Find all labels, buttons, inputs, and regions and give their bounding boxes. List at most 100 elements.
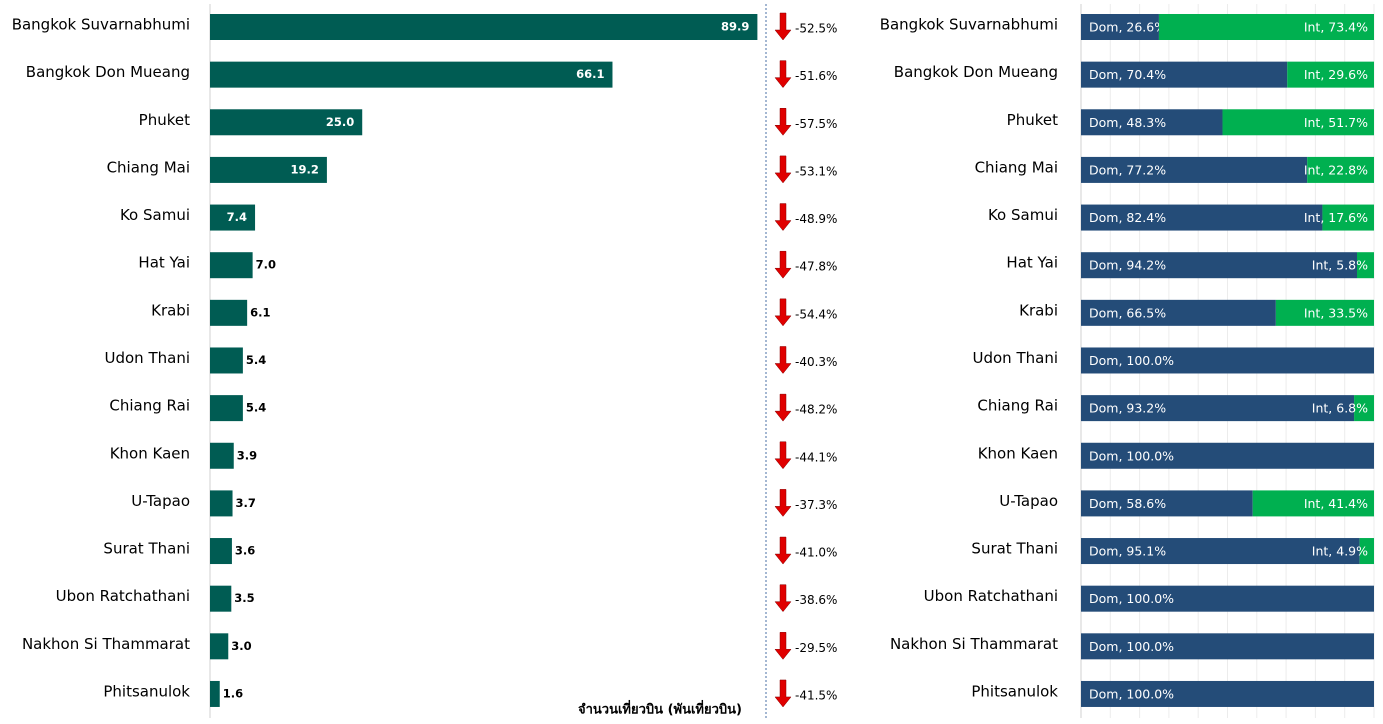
category-label: Krabi xyxy=(1019,301,1058,319)
bar-segment xyxy=(1081,680,1374,707)
bar-segment xyxy=(1307,156,1374,183)
bar-segment xyxy=(1081,395,1355,422)
category-label: Khon Kaen xyxy=(110,444,190,462)
category-label: Chiang Rai xyxy=(109,397,190,415)
change-label: -41.0% xyxy=(795,546,837,560)
category-label: Ubon Ratchathani xyxy=(924,587,1058,605)
segment-label: Dom, 77.2% xyxy=(1089,162,1166,177)
bar xyxy=(210,299,248,326)
change-arrow xyxy=(774,346,792,374)
change-label: -29.5% xyxy=(795,641,837,655)
bar-segment xyxy=(1158,14,1374,40)
change-label: -54.4% xyxy=(795,307,837,321)
bar xyxy=(210,395,243,422)
value-label: 25.0 xyxy=(326,115,354,129)
segment-label: Dom, 100.0% xyxy=(1089,353,1174,368)
segment-label: Dom, 70.4% xyxy=(1089,67,1166,82)
change-label: -47.8% xyxy=(795,260,837,274)
category-label: Bangkok Suvarnabhumi xyxy=(880,16,1058,34)
bar-segment xyxy=(1081,347,1374,374)
bar xyxy=(210,347,243,374)
category-label: Chiang Mai xyxy=(107,158,190,176)
segment-label: Dom, 66.5% xyxy=(1089,305,1166,320)
bar-segment xyxy=(1081,442,1374,469)
category-label: Nakhon Si Thammarat xyxy=(890,635,1058,653)
segment-label: Int, 41.4% xyxy=(1304,496,1368,511)
value-label: 89.9 xyxy=(721,20,749,34)
segment-label: Dom, 82.4% xyxy=(1089,210,1166,225)
segment-label: Int, 6.8% xyxy=(1312,401,1368,416)
category-label: Chiang Rai xyxy=(977,397,1058,415)
bar-segment xyxy=(1275,299,1374,326)
segment-label: Dom, 100.0% xyxy=(1089,591,1174,606)
segment-label: Int, 29.6% xyxy=(1304,67,1368,82)
change-arrow xyxy=(774,203,792,231)
segment-label: Dom, 100.0% xyxy=(1089,639,1174,654)
segment-label: Int, 51.7% xyxy=(1304,115,1368,130)
change-label: -57.5% xyxy=(795,117,837,131)
bar xyxy=(210,109,363,136)
segment-label: Dom, 48.3% xyxy=(1089,115,1166,130)
category-label: Bangkok Don Mueang xyxy=(26,63,190,81)
bar xyxy=(210,585,232,612)
change-arrow xyxy=(774,632,792,660)
segment-label: Int, 22.8% xyxy=(1304,162,1368,177)
category-label: Surat Thani xyxy=(971,540,1058,558)
value-label: 3.5 xyxy=(234,591,254,605)
category-label: Phitsanulok xyxy=(971,682,1058,700)
bar-segment xyxy=(1081,204,1323,231)
value-label: 7.0 xyxy=(256,258,276,272)
bar-segment xyxy=(1081,299,1276,326)
bar xyxy=(210,252,253,279)
bar-segment xyxy=(1081,14,1159,40)
bar xyxy=(210,538,232,565)
bar-segment xyxy=(1287,61,1374,88)
value-label: 5.4 xyxy=(246,353,266,367)
bar-segment xyxy=(1081,61,1288,88)
category-label: Nakhon Si Thammarat xyxy=(22,635,190,653)
bar xyxy=(210,680,220,707)
category-label: Hat Yai xyxy=(138,254,190,272)
category-label: Phuket xyxy=(1007,111,1058,129)
segment-label: Int, 73.4% xyxy=(1304,20,1368,35)
segment-label: Dom, 100.0% xyxy=(1089,686,1174,701)
bar-segment xyxy=(1081,585,1374,612)
change-arrow xyxy=(774,393,792,422)
bar xyxy=(210,14,758,40)
value-label: 66.1 xyxy=(576,67,604,81)
change-arrow xyxy=(774,489,792,517)
segment-label: Dom, 94.2% xyxy=(1089,258,1166,273)
change-label: -48.9% xyxy=(795,212,837,226)
bar-segment xyxy=(1081,252,1358,279)
value-label: 3.0 xyxy=(231,639,251,653)
segment-label: Int, 17.6% xyxy=(1304,210,1368,225)
category-label: Udon Thani xyxy=(105,349,191,367)
change-arrow xyxy=(774,250,792,279)
change-label: -38.6% xyxy=(795,593,837,607)
change-label: -51.6% xyxy=(795,69,837,83)
value-label: 3.6 xyxy=(235,544,255,558)
bar xyxy=(210,61,613,88)
change-label: -48.2% xyxy=(795,403,837,417)
change-arrow xyxy=(774,679,792,708)
category-label: Khon Kaen xyxy=(978,444,1058,462)
segment-label: Dom, 100.0% xyxy=(1089,448,1174,463)
bar-segment xyxy=(1359,538,1374,565)
bar xyxy=(210,156,327,183)
segment-label: Dom, 26.6% xyxy=(1089,20,1166,35)
category-label: Bangkok Don Mueang xyxy=(894,63,1058,81)
bar-segment xyxy=(1081,633,1374,660)
category-label: Ubon Ratchathani xyxy=(56,587,190,605)
change-label: -53.1% xyxy=(795,164,837,178)
category-label: U-Tapao xyxy=(131,492,190,510)
bar-segment xyxy=(1081,538,1360,565)
change-arrow xyxy=(774,12,792,41)
value-label: 6.1 xyxy=(250,305,270,319)
change-label: -40.3% xyxy=(795,355,837,369)
segment-label: Int, 4.9% xyxy=(1312,544,1368,559)
change-label: -44.1% xyxy=(795,450,837,464)
category-label: Ko Samui xyxy=(120,206,190,224)
category-label: Surat Thani xyxy=(103,540,190,558)
category-label: Ko Samui xyxy=(988,206,1058,224)
category-label: Krabi xyxy=(151,301,190,319)
